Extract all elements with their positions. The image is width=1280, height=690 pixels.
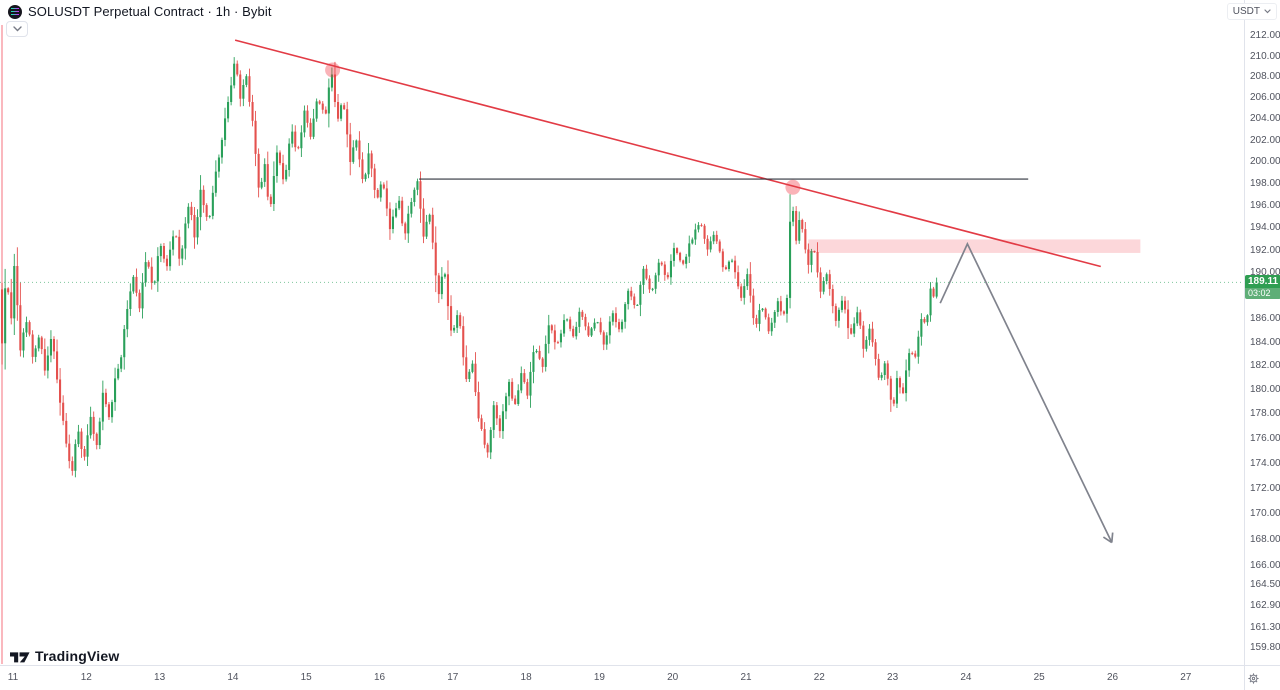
solana-icon <box>8 4 22 19</box>
time-tick: 22 <box>813 672 825 683</box>
projection-arrow-drawing[interactable] <box>939 241 1114 544</box>
price-tick: 162.90 <box>1250 600 1280 612</box>
currency-unit-label: USDT <box>1232 6 1260 17</box>
price-tick: 192.00 <box>1250 244 1280 256</box>
time-tick: 16 <box>373 672 386 683</box>
price-tick: 182.00 <box>1250 360 1280 372</box>
symbol-header: SOLUSDT Perpetual Contract · 1h · Bybit <box>8 4 272 19</box>
chevron-down-icon <box>12 26 22 32</box>
time-tick: 14 <box>227 672 239 683</box>
time-tick: 24 <box>960 672 972 683</box>
price-tick: 202.00 <box>1250 134 1280 146</box>
price-axis[interactable]: 189.11 03:02 212.00 210.00 208.00 206.00 204… <box>1244 0 1280 665</box>
price-tick: 206.00 <box>1250 92 1280 104</box>
tradingview-logo[interactable]: TradingView <box>10 648 119 664</box>
price-tick: 184.00 <box>1250 336 1280 348</box>
price-tick: 200.00 <box>1250 156 1280 168</box>
price-tick: 194.00 <box>1250 222 1280 234</box>
tradingview-wordmark: TradingView <box>35 648 120 664</box>
time-axis[interactable]: 11 12 13 14 15 16 17 18 19 20 21 22 23 24 25 26 27 <box>0 665 1244 690</box>
time-tick: 27 <box>1180 672 1192 683</box>
price-tick: 204.00 <box>1250 113 1280 125</box>
price-tick: 159.80 <box>1250 642 1280 653</box>
time-tick: 20 <box>667 672 679 683</box>
candlestick-chart[interactable] <box>0 0 1244 665</box>
time-tick: 19 <box>593 672 605 683</box>
gear-icon[interactable] <box>1247 672 1260 685</box>
time-tick: 21 <box>740 672 752 683</box>
symbol-title[interactable]: SOLUSDT Perpetual Contract · 1h · Bybit <box>28 4 272 19</box>
axis-settings-corner[interactable] <box>1244 665 1280 690</box>
price-tick: 212.00 <box>1250 30 1280 41</box>
chevron-down-icon <box>1264 9 1271 14</box>
price-tick: 170.00 <box>1250 508 1280 520</box>
price-tick: 186.00 <box>1250 313 1280 325</box>
supply-zone-drawing[interactable] <box>808 239 1141 253</box>
price-tick: 196.00 <box>1250 199 1280 211</box>
price-tick: 164.50 <box>1250 579 1280 591</box>
price-tick: 198.00 <box>1250 177 1280 189</box>
time-tick: 23 <box>887 672 899 683</box>
price-tick: 210.00 <box>1250 50 1280 62</box>
time-tick: 26 <box>1106 672 1119 683</box>
price-tick: 176.00 <box>1250 432 1280 444</box>
time-tick: 25 <box>1033 672 1045 683</box>
price-tick: 168.00 <box>1250 533 1280 545</box>
price-tick: 190.00 <box>1250 267 1280 279</box>
time-tick: 17 <box>447 672 459 683</box>
price-tick: 180.00 <box>1250 384 1280 396</box>
last-price-label: 189.11 03:02 <box>1245 275 1280 300</box>
candlestick-series[interactable] <box>1 57 938 478</box>
price-tick: 178.00 <box>1250 408 1280 420</box>
price-tick: 172.00 <box>1250 482 1280 494</box>
descending-trendline-drawing[interactable] <box>234 39 1101 268</box>
tradingview-logo-icon <box>10 652 30 663</box>
last-price-value: 189.11 <box>1245 275 1280 289</box>
price-tick: 208.00 <box>1250 71 1280 83</box>
time-tick: 13 <box>154 672 166 683</box>
bar-countdown: 03:02 <box>1245 288 1280 300</box>
time-tick: 15 <box>300 672 312 683</box>
collapse-toolbar-button[interactable] <box>6 21 28 37</box>
price-tick: 174.00 <box>1250 457 1280 469</box>
price-tick: 161.30 <box>1250 621 1280 633</box>
time-tick: 12 <box>80 672 92 683</box>
time-tick: 18 <box>520 672 532 683</box>
trendline-touch-circle-2[interactable] <box>785 179 801 195</box>
currency-unit-selector[interactable]: USDT <box>1226 3 1277 20</box>
time-tick: 11 <box>7 672 19 683</box>
price-tick: 166.00 <box>1250 559 1280 571</box>
